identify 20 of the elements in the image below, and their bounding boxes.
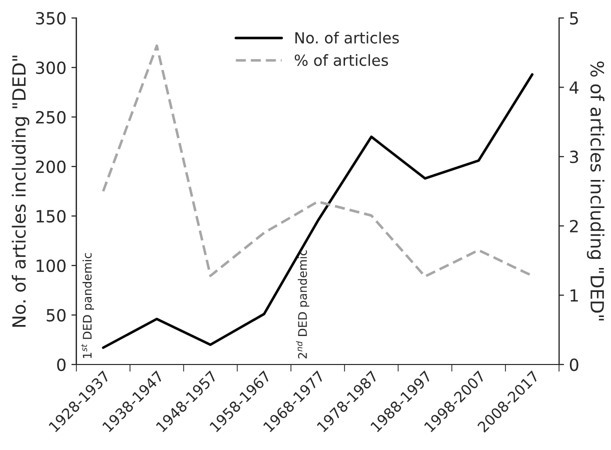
y2-tick-label: 3 <box>570 150 578 164</box>
y-tick-label: 350 <box>36 12 66 25</box>
y2-tick-label: 4 <box>570 81 578 94</box>
y-tick-label: 200 <box>36 160 66 174</box>
legend-label: % of articles <box>294 54 388 66</box>
y-tick-label: 100 <box>36 259 66 272</box>
y2-tick-label: 0 <box>570 358 578 372</box>
y2-tick-label: 5 <box>570 12 578 25</box>
y-tick-label: 300 <box>36 61 66 74</box>
y2-tick-label: 2 <box>570 220 578 232</box>
y2-axis-title: % of articles including "DED" <box>586 61 604 320</box>
annotation: 2$^{nd}$ DED pandemic <box>296 250 310 358</box>
y-tick-label: 0 <box>57 358 66 372</box>
y-axis-title: No. of articles including "DED" <box>12 56 30 327</box>
y-tick-label: 150 <box>36 210 66 223</box>
annotation: 1$^{st}$ DED pandemic <box>81 253 94 358</box>
legend-label: No. of articles <box>295 32 399 44</box>
y-tick-label: 50 <box>46 308 66 322</box>
y-tick-label: 250 <box>36 110 66 124</box>
y2-tick-label: 1 <box>570 289 578 302</box>
